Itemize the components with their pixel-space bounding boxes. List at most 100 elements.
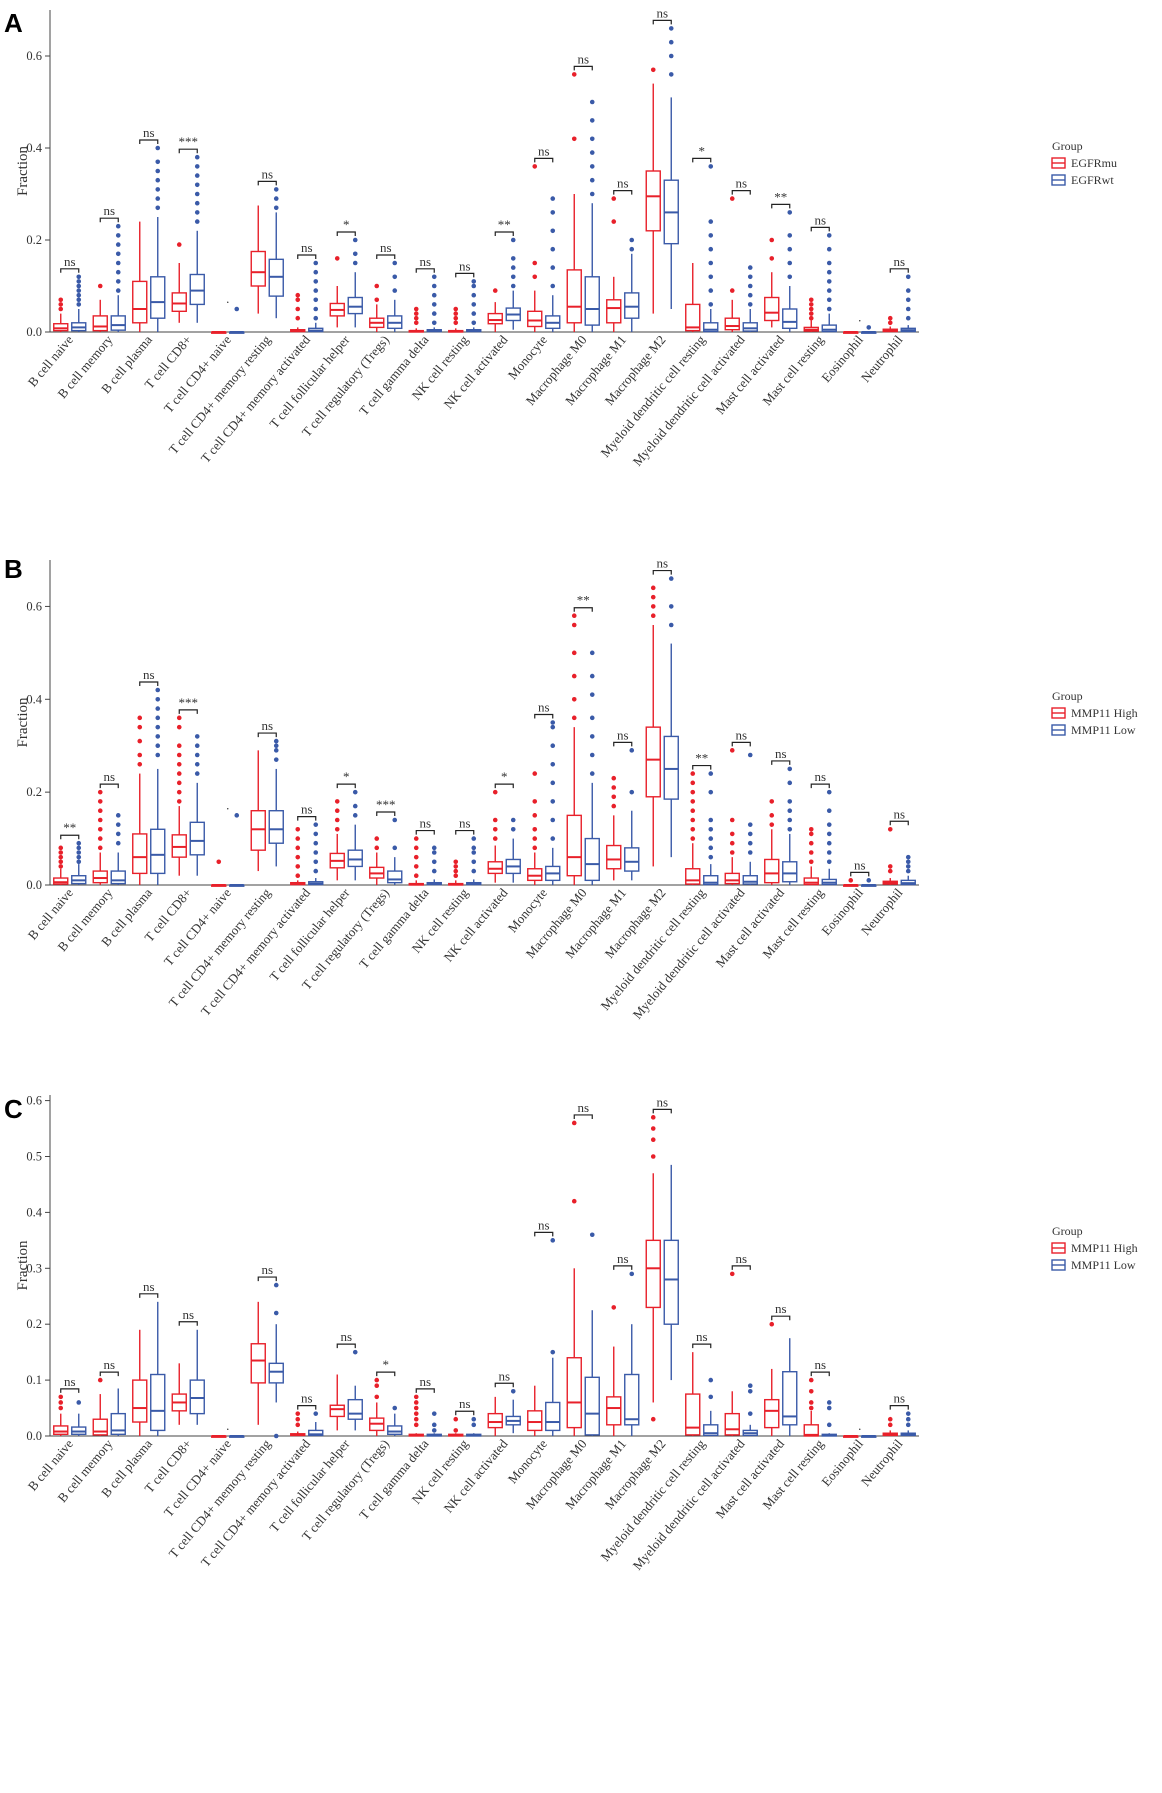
- outlier-point: [668, 26, 674, 31]
- outlier-point: [690, 826, 696, 832]
- outlier-point: [866, 878, 872, 883]
- outlier-point: [431, 320, 437, 326]
- box-body: [685, 303, 701, 332]
- box-body: [645, 1239, 661, 1309]
- outlier-point: [58, 845, 64, 851]
- outlier-point: [273, 738, 279, 744]
- outlier-point: [690, 817, 696, 823]
- outlier-point: [453, 1428, 459, 1433]
- outlier-point: [413, 1394, 419, 1400]
- outlier-point: [334, 256, 340, 261]
- box-body: [663, 735, 679, 800]
- outlier-point: [747, 283, 753, 289]
- outlier-point: [97, 1377, 103, 1383]
- significance-bracket: [731, 741, 751, 747]
- outlier-point: [787, 808, 793, 814]
- outlier-point: [787, 780, 793, 786]
- outlier-point: [611, 794, 617, 800]
- outlier-point: [826, 1400, 832, 1405]
- significance-bracket: [376, 1371, 396, 1377]
- box-body: [487, 861, 503, 875]
- outlier-point: [550, 836, 556, 841]
- outlier-point: [826, 260, 832, 266]
- outlier-point: [690, 771, 696, 776]
- outlier-point: [808, 315, 814, 321]
- outlier-point: [471, 859, 477, 865]
- significance-bracket: [455, 1410, 475, 1416]
- outlier-point: [352, 789, 358, 795]
- outlier-point: [374, 1394, 380, 1400]
- outlier-point: [137, 738, 143, 744]
- outlier-point: [313, 269, 319, 275]
- box-body: [703, 875, 719, 886]
- outlier-point: [453, 320, 459, 326]
- outlier-point: [826, 822, 832, 827]
- outlier-point: [532, 274, 538, 280]
- box-body: [566, 1357, 582, 1429]
- outlier-point: [155, 159, 161, 165]
- outlier-point: [273, 743, 279, 749]
- outlier-point: [137, 715, 143, 721]
- outlier-point: [155, 743, 161, 749]
- outlier-point: [431, 868, 437, 874]
- outlier-point: [58, 1405, 64, 1411]
- outlier-point: [905, 297, 911, 303]
- outlier-point: [887, 1416, 893, 1422]
- significance-bracket: [60, 834, 80, 840]
- significance-bracket: [297, 816, 317, 821]
- outlier-point: [668, 576, 674, 581]
- significance-label: ns: [64, 1374, 76, 1389]
- outlier-point: [708, 771, 714, 776]
- outlier-point: [492, 826, 498, 832]
- outlier-point: [808, 1400, 814, 1405]
- significance-label: ns: [814, 212, 826, 227]
- outlier-point: [589, 136, 595, 142]
- significance-label: ns: [261, 166, 273, 181]
- x-tick-label: Neutrophil: [858, 332, 906, 385]
- outlier-point: [826, 279, 832, 284]
- outlier-point: [295, 836, 301, 841]
- x-tick-label: Neutrophil: [858, 1436, 906, 1489]
- significance-label: *: [343, 769, 350, 784]
- outlier-point: [808, 850, 814, 855]
- outlier-point: [708, 826, 714, 832]
- outlier-point: [532, 813, 538, 818]
- outlier-point: [176, 242, 182, 247]
- outlier-point: [431, 311, 437, 316]
- significance-bracket: [889, 268, 909, 273]
- significance-bracket: [376, 254, 396, 259]
- significance-label: ns: [143, 1279, 155, 1294]
- outlier-point: [550, 196, 556, 201]
- outlier-point: [97, 845, 103, 851]
- panel-a: A0.00.20.40.6Fractionnsnsns***.nsns*nsns…: [4, 5, 1117, 468]
- box-body: [742, 322, 758, 332]
- outlier-point: [76, 297, 82, 303]
- outlier-point: [747, 752, 753, 758]
- outlier-point: [273, 757, 279, 762]
- x-tick-label: T cell gamma delta: [356, 885, 432, 971]
- outlier-point: [708, 1394, 714, 1400]
- outlier-point: [492, 288, 498, 293]
- significance-bracket: [60, 268, 80, 273]
- outlier-point: [155, 145, 161, 151]
- significance-bracket: [771, 760, 791, 765]
- outlier-point: [905, 315, 911, 321]
- outlier-point: [571, 650, 577, 656]
- outlier-point: [550, 1238, 556, 1243]
- outlier-point: [826, 306, 832, 312]
- outlier-point: [155, 724, 161, 730]
- significance-label: .: [226, 1418, 229, 1433]
- box-body: [606, 844, 622, 870]
- significance-label: **: [63, 820, 76, 835]
- outlier-point: [58, 1400, 64, 1405]
- outlier-point: [492, 817, 498, 823]
- outlier-point: [550, 724, 556, 730]
- significance-label: ns: [538, 700, 550, 715]
- outlier-point: [97, 817, 103, 823]
- outlier-point: [729, 840, 735, 846]
- outlier-point: [234, 306, 240, 312]
- outlier-point: [729, 196, 735, 201]
- box-body: [624, 1373, 640, 1426]
- x-tick-label: Mast cell activated: [712, 885, 787, 970]
- outlier-point: [808, 831, 814, 837]
